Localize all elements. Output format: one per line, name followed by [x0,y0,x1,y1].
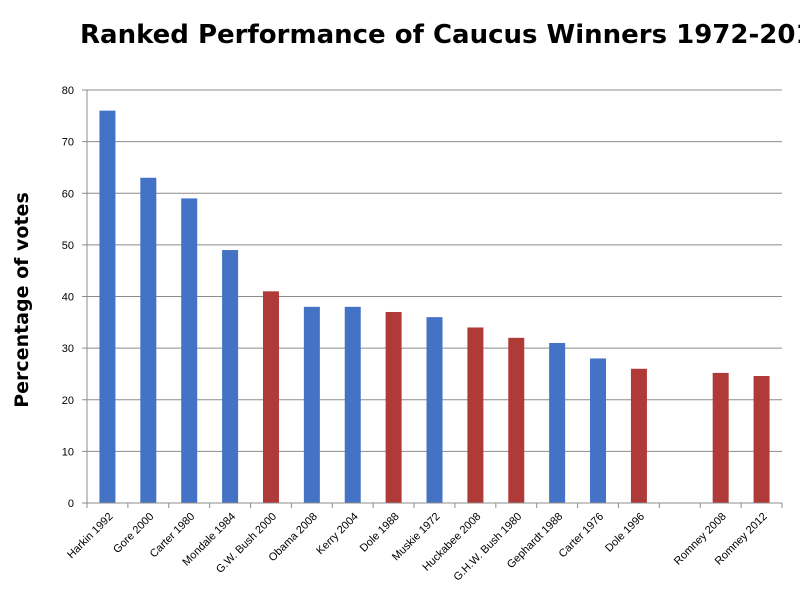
bars [99,110,770,504]
y-axis-ticks: 0 10 20 30 40 50 60 70 80 [62,85,74,510]
bar [508,337,525,503]
bar [99,110,116,504]
x-tick-label: G.H.W. Bush 1980 [451,511,524,584]
bar [467,327,484,503]
bar [181,198,198,503]
bar [385,311,402,503]
x-axis [82,89,783,508]
y-tick-label: 30 [62,343,74,355]
bar [753,376,770,503]
x-tick-label: Harkin 1992 [65,511,115,561]
bar [426,317,443,503]
bar [712,372,729,503]
bar [303,306,320,503]
bar [262,291,279,503]
y-tick-label: 50 [62,240,74,252]
y-tick-label: 20 [62,395,74,407]
y-tick-label: 80 [62,85,74,97]
y-tick-label: 60 [62,188,74,200]
bar [590,358,607,503]
chart-title: Ranked Performance of Caucus Winners 197… [80,20,800,50]
x-tick-label: Dole 1988 [358,511,402,555]
bar [140,177,157,503]
y-tick-label: 40 [62,292,74,304]
y-tick-label: 10 [62,446,74,458]
bar [630,368,647,503]
x-tick-label: Kerry 2004 [314,511,361,558]
x-tick-label: Dole 1996 [603,511,647,555]
y-tick-label: 0 [68,498,74,510]
bar [549,342,566,503]
y-tick-label: 70 [62,137,74,149]
bar [344,306,361,503]
bar [222,250,239,503]
